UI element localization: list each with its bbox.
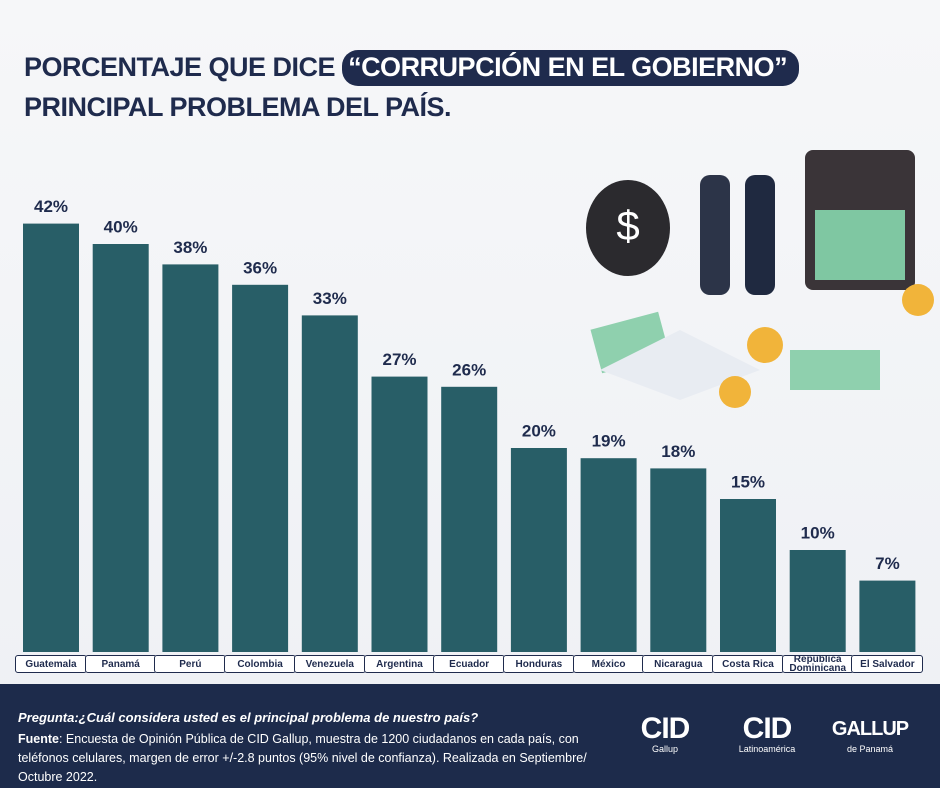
logo: CID Gallup	[610, 712, 720, 755]
value-label: 15%	[731, 472, 765, 491]
bar	[371, 376, 428, 652]
chart: $ 42% 40% 38% 36% 33% 27% 26% 20% 19% 18% 15% 10% 7%	[23, 150, 934, 652]
value-label: 20%	[522, 421, 556, 440]
logo-name: CID	[742, 712, 793, 745]
logo: CID Latinoamérica	[712, 712, 822, 755]
value-label: 36%	[243, 258, 277, 277]
logo-name: GALLUP	[831, 718, 909, 740]
title-text: PORCENTAJE QUE DICE	[24, 52, 336, 82]
title-line2: PRINCIPAL PROBLEMA DEL PAÍS.	[24, 92, 452, 122]
category-label: Colombia	[224, 655, 297, 673]
category-label: República Dominicana	[781, 655, 854, 673]
category-label: Panamá	[84, 655, 157, 673]
bar	[650, 468, 707, 652]
category-label: México	[572, 655, 645, 673]
logo-sub: de Panamá	[846, 744, 894, 754]
bar	[301, 315, 358, 652]
category-label: Guatemala	[15, 655, 87, 673]
value-label: 33%	[313, 289, 347, 308]
source-text: : Encuesta de Opinión Pública de CID Gal…	[18, 732, 587, 784]
bar	[162, 264, 219, 652]
value-label: 19%	[592, 432, 626, 451]
category-label: Ecuador	[433, 655, 506, 673]
value-label: 10%	[801, 523, 835, 542]
value-label: 27%	[382, 350, 416, 369]
logo: GALLUP de Panamá	[815, 714, 925, 754]
value-label: 40%	[104, 217, 138, 236]
logo-sub: Gallup	[651, 744, 678, 754]
category-label: El Salvador	[851, 655, 924, 673]
question: Pregunta:¿Cuál considera usted es el pri…	[18, 710, 479, 725]
illustration: $	[586, 150, 934, 408]
category-label: Venezuela	[293, 655, 366, 673]
bar	[789, 550, 846, 652]
footer: Pregunta:¿Cuál considera usted es el pri…	[0, 684, 940, 788]
svg-text:$: $	[616, 202, 639, 249]
bar	[232, 284, 289, 652]
bar	[23, 223, 79, 652]
category-label: Argentina	[363, 655, 436, 673]
category-label: Nicaragua	[642, 655, 715, 673]
category-label: Honduras	[502, 655, 575, 673]
bar	[859, 580, 916, 652]
bar	[580, 458, 637, 652]
value-label: 18%	[661, 442, 695, 461]
value-label: 38%	[173, 238, 207, 257]
bar	[92, 244, 149, 652]
title: PORCENTAJE QUE DICE “CORRUPCIÓN EN EL GO…	[24, 50, 800, 86]
value-label: 26%	[452, 360, 486, 379]
category-label: Costa Rica	[712, 655, 784, 673]
title-highlight: “CORRUPCIÓN EN EL GOBIERNO”	[342, 50, 800, 86]
bar	[510, 448, 567, 652]
category-label: Perú	[154, 655, 227, 673]
logo-sub: Latinoamérica	[738, 744, 796, 754]
source-label: Fuente	[18, 732, 59, 746]
logo-name: CID	[640, 712, 691, 745]
bar	[441, 386, 498, 652]
value-label: 42%	[34, 197, 68, 216]
source: Fuente: Encuesta de Opinión Pública de C…	[18, 730, 608, 787]
value-label: 7%	[875, 554, 900, 573]
bar	[720, 499, 776, 652]
